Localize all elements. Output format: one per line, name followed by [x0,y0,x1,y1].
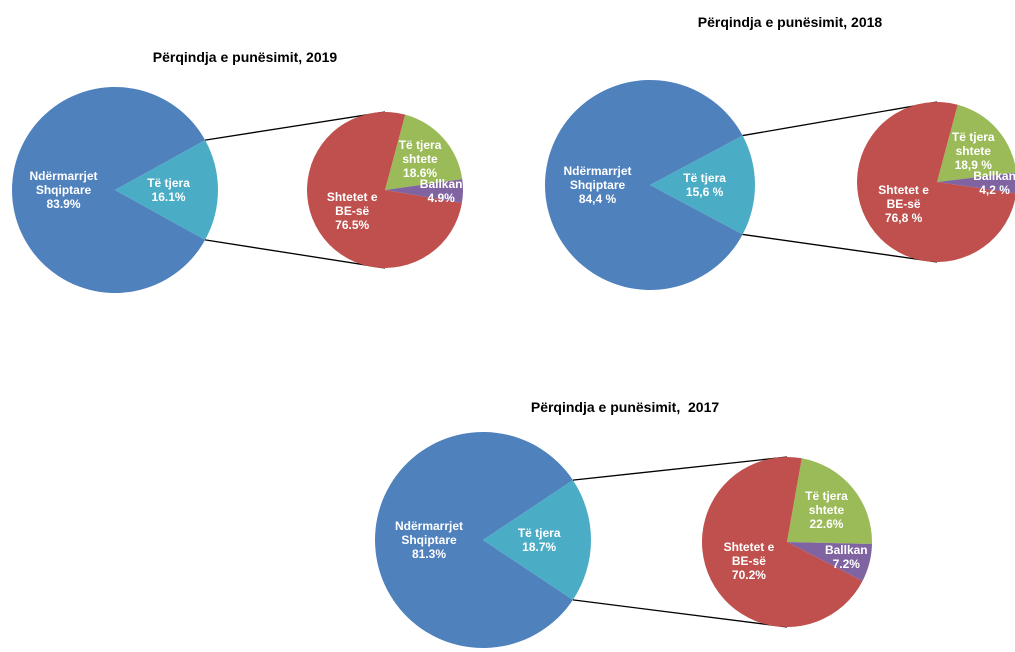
pie-slice [307,111,462,268]
pie-slice [702,457,863,627]
slice-value: 18,9 % [954,157,992,172]
slice-value: 76.5% [335,218,370,233]
slice-value: 84,4 % [578,192,617,206]
slice-name: Të tjera shtete [805,488,848,517]
pie-slice [857,102,1015,262]
chart-title: Përqindja e punësimit, 2018 [697,14,883,30]
slice-value: 81.3% [411,547,447,561]
connector-line [572,599,788,628]
slice-value: 70.2% [731,567,766,582]
slice-name: Shtetet e BE-së [723,539,775,568]
pie-slice [385,179,463,204]
data-label: Shtetet e BE-së 70.2% [714,540,784,582]
data-label: Shtetet e BE-së 76,8 % [869,183,939,225]
data-label: Ndërmarrjet Shqiptare 83.9% [14,169,114,211]
slice-value: 7.2% [832,557,860,572]
slice-name: Ballkan [824,543,868,558]
pie-slice [483,480,592,600]
pie-slice [937,172,1015,194]
pie-slice [787,458,872,545]
connector-line [205,111,386,141]
slice-value: 18.6% [403,165,438,180]
slice-name: Ballkan [973,168,1015,183]
pie-slice [545,79,743,291]
chart-title: Përqindja e punësimit, 2017 [530,399,720,415]
slice-value: 4,2 % [979,182,1010,197]
chart-title: Përqindja e punësimit, 2019 [152,49,338,65]
pie-slice [375,431,573,648]
pie-slice [650,135,755,235]
data-label: Të tjera 18.7% [504,526,574,554]
data-label: Ballkan 7.2% [820,543,872,571]
pie-slice [787,542,872,581]
slice-name: Ballkan [419,176,463,191]
data-label: Ndërmarrjet Shqiptare 81.3% [379,519,479,561]
slice-name: Të tjera shtete [398,137,442,166]
pie-slice [937,104,1015,182]
data-label: Të tjera 15,6 % [670,171,740,199]
slice-name: Shtetet e BE-së [326,190,378,219]
slice-value: 76,8 % [884,211,923,225]
slice-value: 18.7% [522,540,557,554]
data-label: Ballkan 4,2 % [969,169,1015,197]
slice-name: Shtetet e BE-së [878,183,929,211]
connector-line [572,456,788,481]
data-label: Shtetet e BE-së 76.5% [317,190,387,232]
slice-name: Të tjera shtete [951,129,995,158]
data-label: Të tjera shtete 18,9 % [947,130,999,172]
connector-line [742,233,938,263]
slice-name: Ndërmarrjet Shqiptare [563,164,632,192]
data-label: Të tjera shtete 18.6% [394,138,446,180]
pie-slice [385,114,463,190]
data-label: Ballkan 4.9% [415,177,467,205]
pie-slice [115,140,218,240]
slice-name: Ndërmarrjet Shqiptare [29,169,98,197]
connector-line [205,239,386,269]
slice-value: 83.9% [46,197,81,211]
data-label: Të tjera shtete 22.6% [800,489,852,531]
data-label: Të tjera 16.1% [134,176,204,204]
slice-name: Të tjera [517,526,561,540]
data-label: Ndërmarrjet Shqiptare 84,4 % [548,164,648,206]
slice-value: 4.9% [427,190,455,205]
slice-value: 22.6% [809,516,844,531]
slice-name: Të tjera [683,171,726,185]
slice-name: Të tjera [147,176,190,190]
pie-slice [12,87,206,294]
slice-value: 15,6 % [685,185,724,199]
slice-value: 16.1% [151,190,186,204]
connector-line [742,101,938,137]
slice-name: Ndërmarrjet Shqiptare [394,519,464,547]
